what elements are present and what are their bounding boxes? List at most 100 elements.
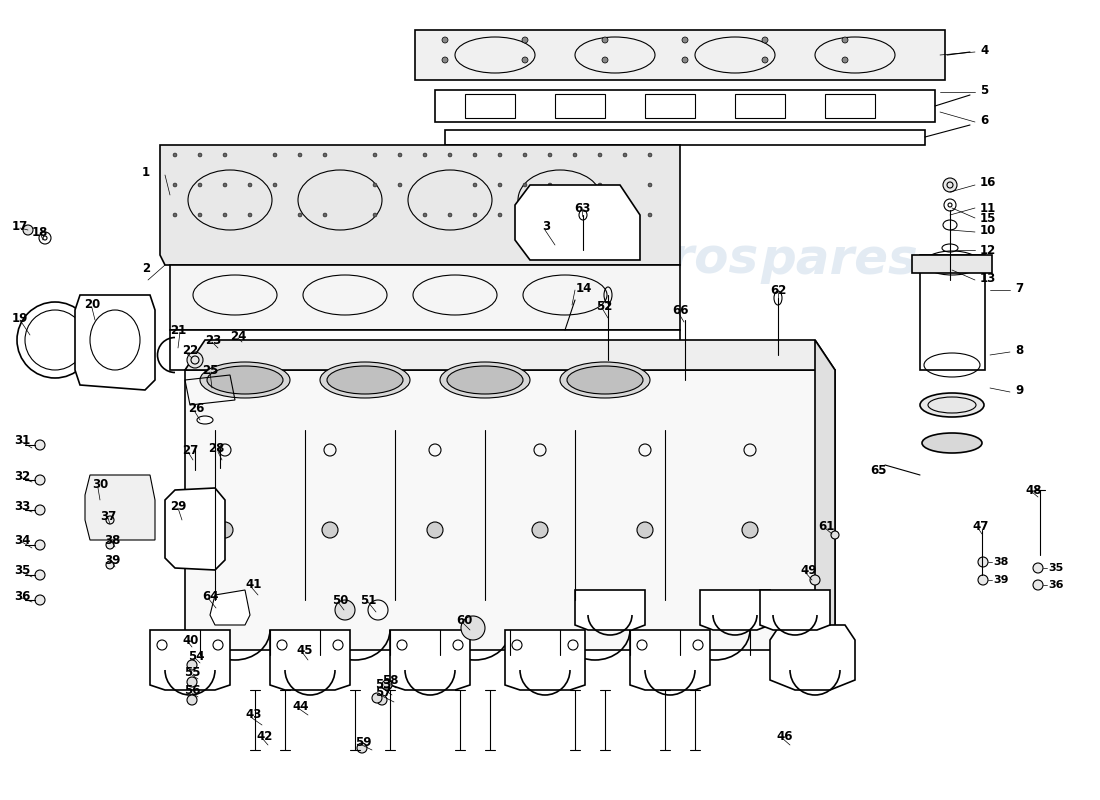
Text: 19: 19 (12, 311, 29, 325)
Circle shape (217, 522, 233, 538)
Text: 33: 33 (14, 499, 31, 513)
Circle shape (637, 522, 653, 538)
Polygon shape (815, 340, 835, 650)
Text: 34: 34 (14, 534, 31, 546)
Bar (185, 370, 835, 650)
Circle shape (106, 516, 114, 524)
Text: 29: 29 (170, 499, 186, 513)
Ellipse shape (922, 433, 982, 453)
Text: 65: 65 (870, 463, 887, 477)
Text: 50: 50 (332, 594, 349, 606)
Circle shape (358, 743, 367, 753)
Circle shape (1033, 580, 1043, 590)
Circle shape (1033, 563, 1043, 573)
Circle shape (187, 695, 197, 705)
Circle shape (842, 57, 848, 63)
Polygon shape (505, 630, 585, 690)
Text: 58: 58 (382, 674, 398, 686)
Bar (434, 90, 935, 122)
Text: 11: 11 (980, 202, 997, 214)
Text: 6: 6 (980, 114, 988, 126)
Text: 31: 31 (14, 434, 31, 446)
Bar (912, 255, 992, 273)
Circle shape (173, 153, 177, 157)
Circle shape (978, 557, 988, 567)
Circle shape (623, 153, 627, 157)
Circle shape (842, 37, 848, 43)
Text: 8: 8 (1015, 343, 1023, 357)
Circle shape (173, 213, 177, 217)
Circle shape (424, 213, 427, 217)
Text: 32: 32 (14, 470, 31, 482)
Polygon shape (390, 630, 470, 690)
Text: pares: pares (760, 236, 917, 284)
Circle shape (448, 213, 452, 217)
Ellipse shape (447, 366, 522, 394)
Circle shape (602, 37, 608, 43)
Text: ares: ares (470, 236, 592, 284)
Text: 59: 59 (355, 735, 372, 749)
Text: 7: 7 (1015, 282, 1023, 294)
Ellipse shape (197, 416, 213, 424)
Circle shape (336, 600, 355, 620)
Text: 49: 49 (800, 563, 816, 577)
Ellipse shape (320, 362, 410, 398)
Circle shape (448, 183, 452, 187)
Circle shape (35, 570, 45, 580)
Circle shape (548, 153, 552, 157)
Polygon shape (210, 590, 250, 625)
Ellipse shape (560, 362, 650, 398)
Text: 26: 26 (188, 402, 205, 414)
Circle shape (532, 522, 548, 538)
Ellipse shape (943, 220, 957, 230)
Text: 23: 23 (205, 334, 221, 346)
Polygon shape (760, 590, 830, 630)
Circle shape (377, 695, 387, 705)
Circle shape (442, 37, 448, 43)
Text: 42: 42 (256, 730, 273, 742)
Polygon shape (165, 488, 226, 570)
Text: 38: 38 (993, 557, 1009, 567)
Text: 10: 10 (980, 223, 997, 237)
Text: 54: 54 (188, 650, 205, 662)
Text: 35: 35 (14, 563, 31, 577)
Polygon shape (515, 185, 640, 260)
Circle shape (427, 522, 443, 538)
Ellipse shape (207, 366, 283, 394)
Polygon shape (630, 630, 710, 690)
Text: 41: 41 (245, 578, 262, 591)
Circle shape (598, 153, 602, 157)
Text: 63: 63 (574, 202, 591, 214)
Polygon shape (700, 590, 770, 630)
Text: 52: 52 (596, 299, 613, 313)
Text: 66: 66 (672, 303, 689, 317)
Text: 60: 60 (456, 614, 472, 626)
Circle shape (35, 440, 45, 450)
Text: 39: 39 (104, 554, 120, 566)
Text: 18: 18 (32, 226, 48, 238)
Circle shape (424, 183, 427, 187)
Circle shape (298, 213, 302, 217)
Circle shape (461, 616, 485, 640)
Circle shape (682, 37, 688, 43)
Circle shape (762, 57, 768, 63)
Circle shape (648, 213, 652, 217)
Circle shape (273, 153, 277, 157)
Circle shape (762, 37, 768, 43)
Circle shape (35, 540, 45, 550)
Circle shape (548, 213, 552, 217)
Circle shape (198, 153, 202, 157)
Circle shape (522, 153, 527, 157)
Text: 36: 36 (1048, 580, 1064, 590)
Text: 43: 43 (245, 709, 262, 722)
Circle shape (522, 183, 527, 187)
Circle shape (648, 153, 652, 157)
Text: 17: 17 (12, 221, 29, 234)
Text: 56: 56 (184, 685, 200, 698)
Circle shape (35, 475, 45, 485)
Circle shape (382, 680, 392, 690)
Circle shape (187, 352, 204, 368)
Text: 16: 16 (980, 177, 997, 190)
Text: 13: 13 (980, 271, 997, 285)
Circle shape (373, 213, 377, 217)
